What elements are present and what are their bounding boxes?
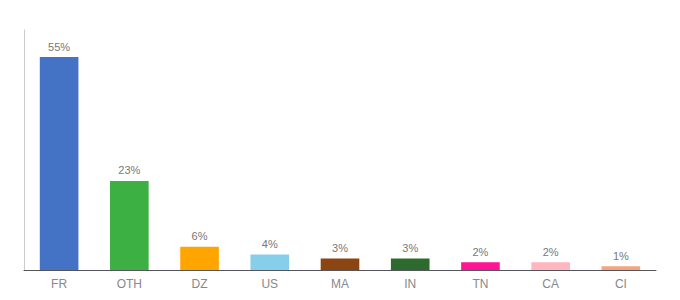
svg-text:3%: 3%: [332, 242, 348, 254]
svg-text:55%: 55%: [48, 41, 70, 53]
svg-text:23%: 23%: [118, 164, 140, 176]
svg-text:CA: CA: [542, 277, 559, 291]
svg-text:DZ: DZ: [192, 277, 208, 291]
svg-text:OTH: OTH: [117, 277, 142, 291]
svg-text:MA: MA: [331, 277, 349, 291]
svg-text:2%: 2%: [543, 246, 559, 258]
svg-text:1%: 1%: [613, 250, 629, 262]
svg-text:US: US: [261, 277, 278, 291]
svg-text:FR: FR: [51, 277, 67, 291]
svg-text:3%: 3%: [402, 242, 418, 254]
svg-text:2%: 2%: [472, 246, 488, 258]
svg-text:IN: IN: [404, 277, 416, 291]
svg-text:CI: CI: [615, 277, 627, 291]
svg-text:6%: 6%: [192, 230, 208, 242]
svg-text:4%: 4%: [262, 238, 278, 250]
svg-text:TN: TN: [472, 277, 488, 291]
